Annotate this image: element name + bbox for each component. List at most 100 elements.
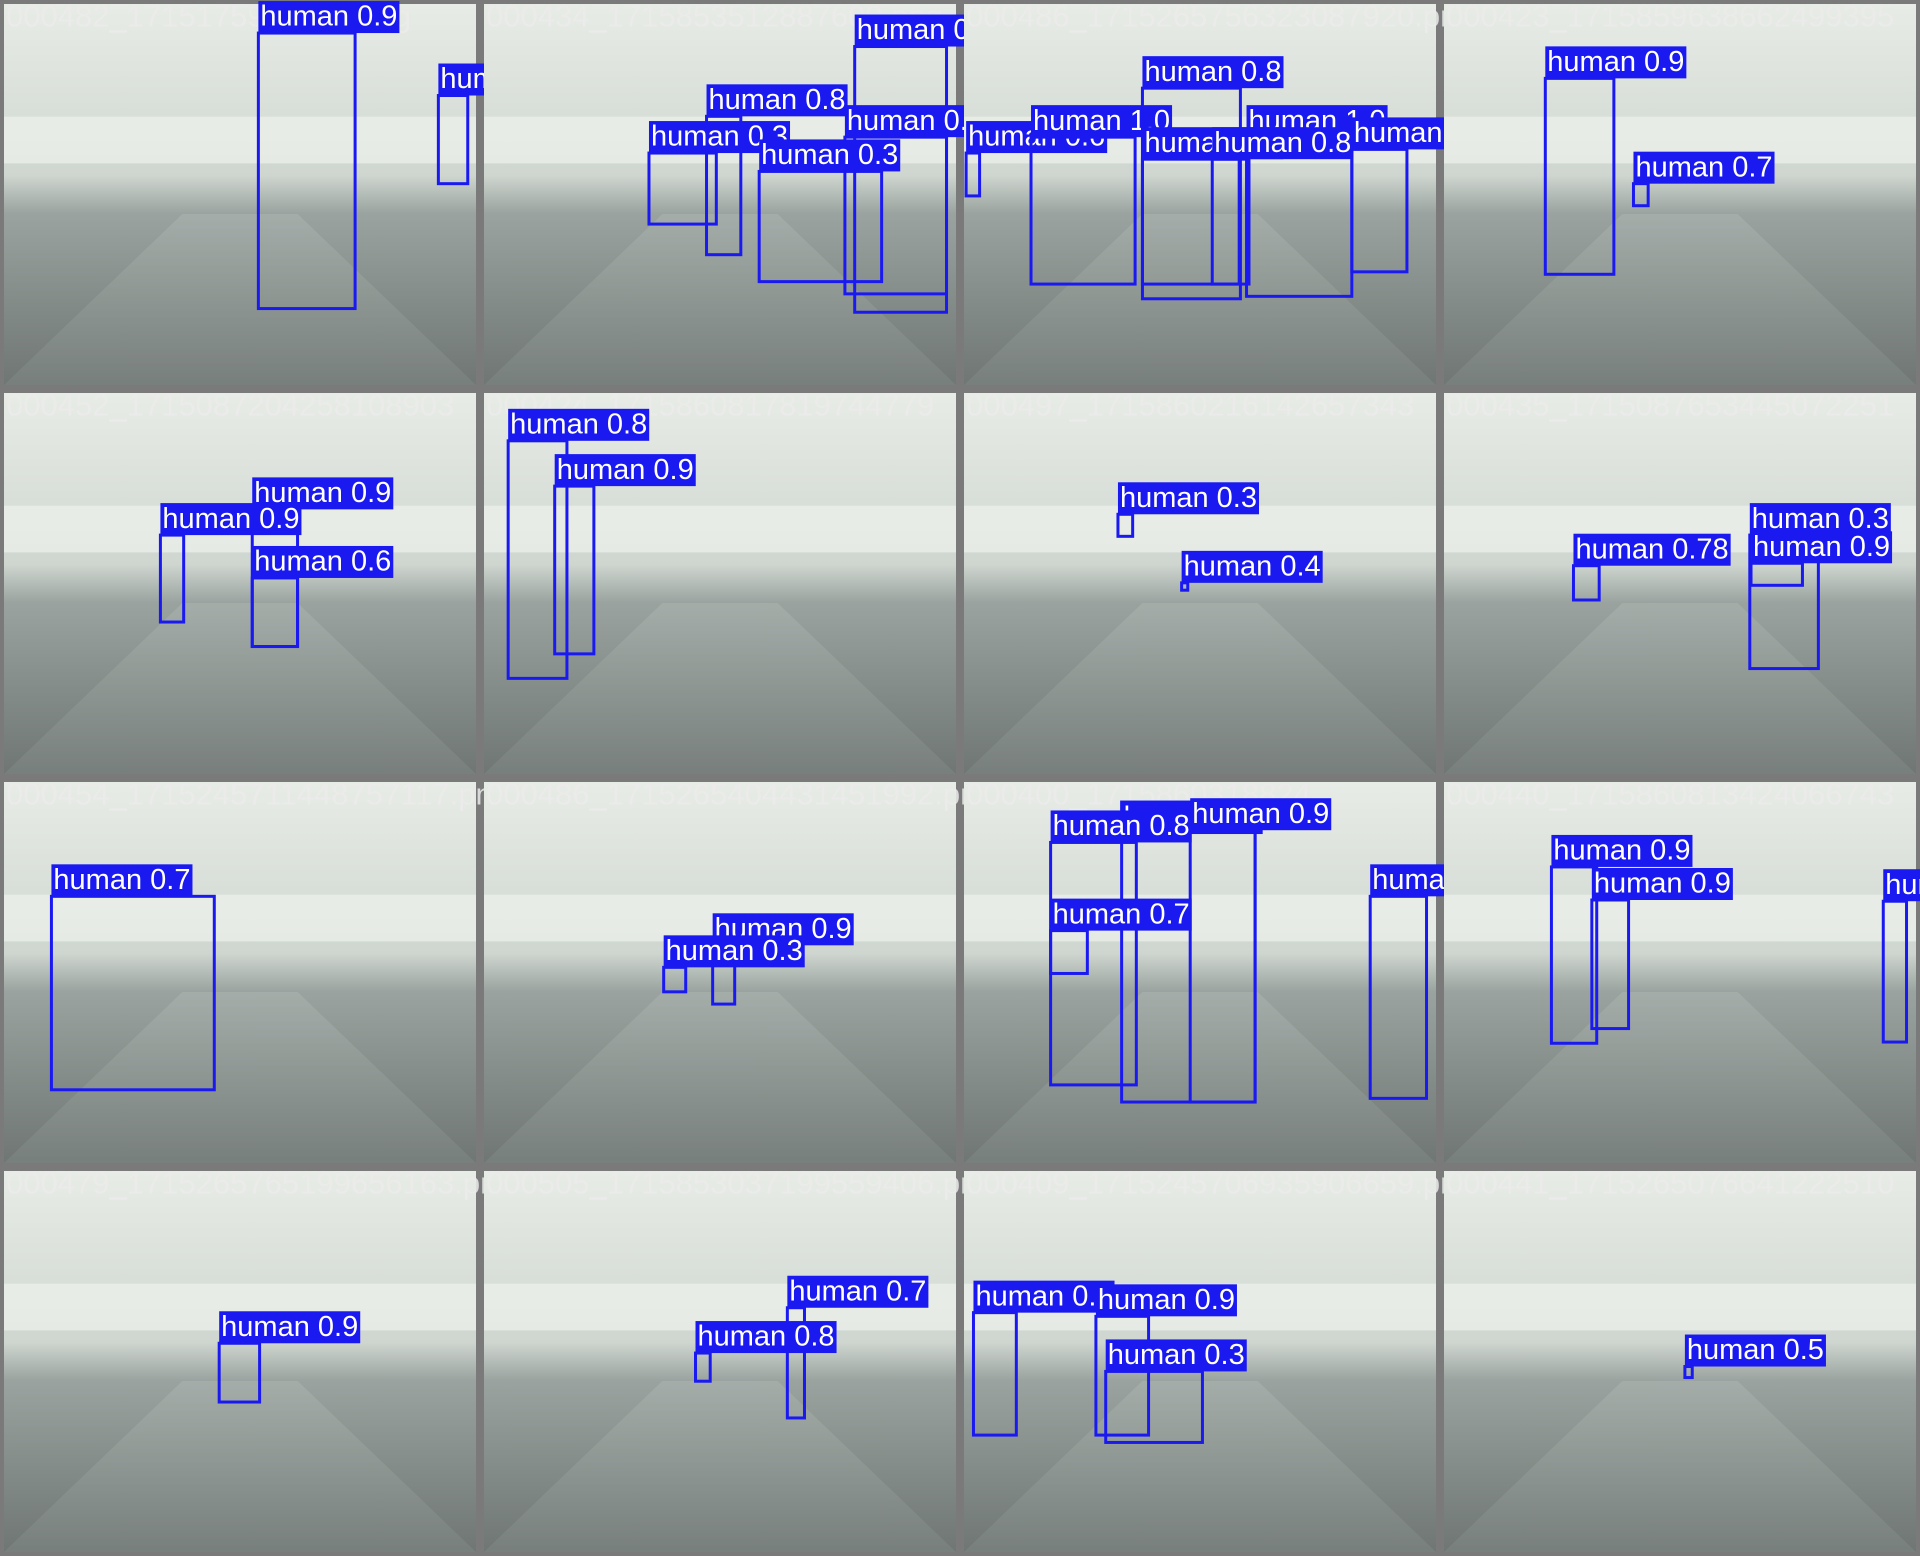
label-background bbox=[663, 935, 805, 968]
floor bbox=[1444, 602, 1916, 774]
window-band bbox=[4, 894, 476, 942]
floor bbox=[1444, 991, 1916, 1163]
label-background bbox=[1684, 1334, 1826, 1367]
filename: 000454_1715245711448757117.png bbox=[6, 776, 510, 811]
label-background bbox=[787, 1275, 929, 1308]
detection-label: human 0.3 bbox=[1120, 482, 1257, 514]
filename: 000441_1715265076641222510 bbox=[1446, 1165, 1894, 1200]
label-background bbox=[1545, 46, 1687, 79]
filename: 000505_1715853037199559406.png bbox=[486, 1165, 995, 1200]
label-background bbox=[252, 545, 394, 578]
filename: 000486_1715265756323087920.png bbox=[966, 0, 1475, 33]
detection-label: human 0.9 bbox=[260, 1, 397, 33]
detection-label: human 0.8 bbox=[510, 408, 647, 440]
filename: 000409_1715245706935906659.png bbox=[966, 1165, 1475, 1200]
floor bbox=[964, 1380, 1436, 1552]
detection-label: human 0.8 bbox=[1214, 127, 1351, 159]
label-background bbox=[1190, 798, 1332, 831]
window-band bbox=[1444, 894, 1916, 942]
label-background bbox=[759, 139, 901, 172]
window-band bbox=[964, 894, 1436, 942]
detection-label: human 0.5 bbox=[1687, 1334, 1824, 1366]
floor bbox=[4, 213, 476, 385]
label-background bbox=[1573, 533, 1731, 566]
filename: 000497_1715860216142657343 bbox=[966, 387, 1414, 422]
window-band bbox=[1444, 1283, 1916, 1331]
detection-label: human 0.8 bbox=[1053, 810, 1190, 842]
detection-label: human 0.9 bbox=[557, 454, 694, 486]
label-background bbox=[1095, 1284, 1237, 1317]
detection-label: human 0.3 bbox=[666, 935, 803, 967]
floor bbox=[484, 213, 956, 385]
label-background bbox=[51, 864, 193, 897]
filename: 000423_1715859638662499395 bbox=[1446, 0, 1894, 33]
filename: 000486_1715265404431451992.png bbox=[486, 776, 995, 811]
label-background bbox=[258, 1, 400, 34]
detection-label: human 0.3 bbox=[1752, 503, 1889, 535]
filename: 000440_1715860813424066743 bbox=[1446, 776, 1894, 811]
detection-label: human 0.7 bbox=[1635, 151, 1772, 183]
floor bbox=[4, 991, 476, 1163]
detection-label: human 0.4 bbox=[847, 105, 984, 137]
filename: 000435_1715087653445072251 bbox=[1446, 387, 1894, 422]
label-background bbox=[1591, 868, 1733, 900]
label-background bbox=[1050, 810, 1192, 843]
detection-label: human 0.8 bbox=[698, 1321, 835, 1353]
floor bbox=[964, 991, 1436, 1163]
detection-label: human 0.3 bbox=[761, 139, 898, 171]
detection-label: human 0.8 bbox=[1144, 56, 1281, 88]
label-background bbox=[1551, 834, 1693, 867]
detection-label: human 0.7 bbox=[789, 1275, 926, 1307]
detection-label: human 0.4 bbox=[1184, 551, 1321, 583]
floor bbox=[484, 1380, 956, 1552]
label-background bbox=[695, 1321, 837, 1354]
label-background bbox=[508, 408, 650, 441]
label-background bbox=[1633, 151, 1775, 184]
detection-label: human 0.3 bbox=[1108, 1339, 1245, 1371]
detection-label: human 0.7 bbox=[1053, 898, 1190, 930]
floor bbox=[1444, 1380, 1916, 1552]
detection-label: human 0.8 bbox=[709, 84, 846, 116]
label-background bbox=[1117, 482, 1260, 515]
detection-label: human 0.78 bbox=[1575, 533, 1728, 565]
floor bbox=[964, 602, 1436, 774]
label-background bbox=[219, 1311, 361, 1344]
label-background bbox=[844, 105, 986, 138]
label-background bbox=[160, 503, 302, 536]
label-background bbox=[1181, 550, 1323, 583]
label-background bbox=[706, 84, 848, 117]
window-band bbox=[484, 505, 956, 553]
detection-label: human 0.7 bbox=[53, 864, 190, 896]
label-background bbox=[1105, 1339, 1247, 1372]
label-background bbox=[973, 1280, 1115, 1313]
label-background bbox=[1883, 869, 1920, 902]
floor bbox=[4, 602, 476, 774]
detection-label: human 0.3 bbox=[1885, 869, 1920, 901]
floor bbox=[4, 1380, 476, 1552]
label-background bbox=[1751, 531, 1893, 564]
label-background bbox=[1212, 127, 1354, 160]
detection-label: human 0.9 bbox=[1098, 1284, 1235, 1316]
floor bbox=[484, 991, 956, 1163]
floor bbox=[484, 602, 956, 774]
detection-label: human 0.6 bbox=[254, 546, 391, 578]
detection-label: human 0.9 bbox=[1192, 798, 1329, 830]
filename: 000452_1715087204258108903 bbox=[6, 387, 454, 422]
